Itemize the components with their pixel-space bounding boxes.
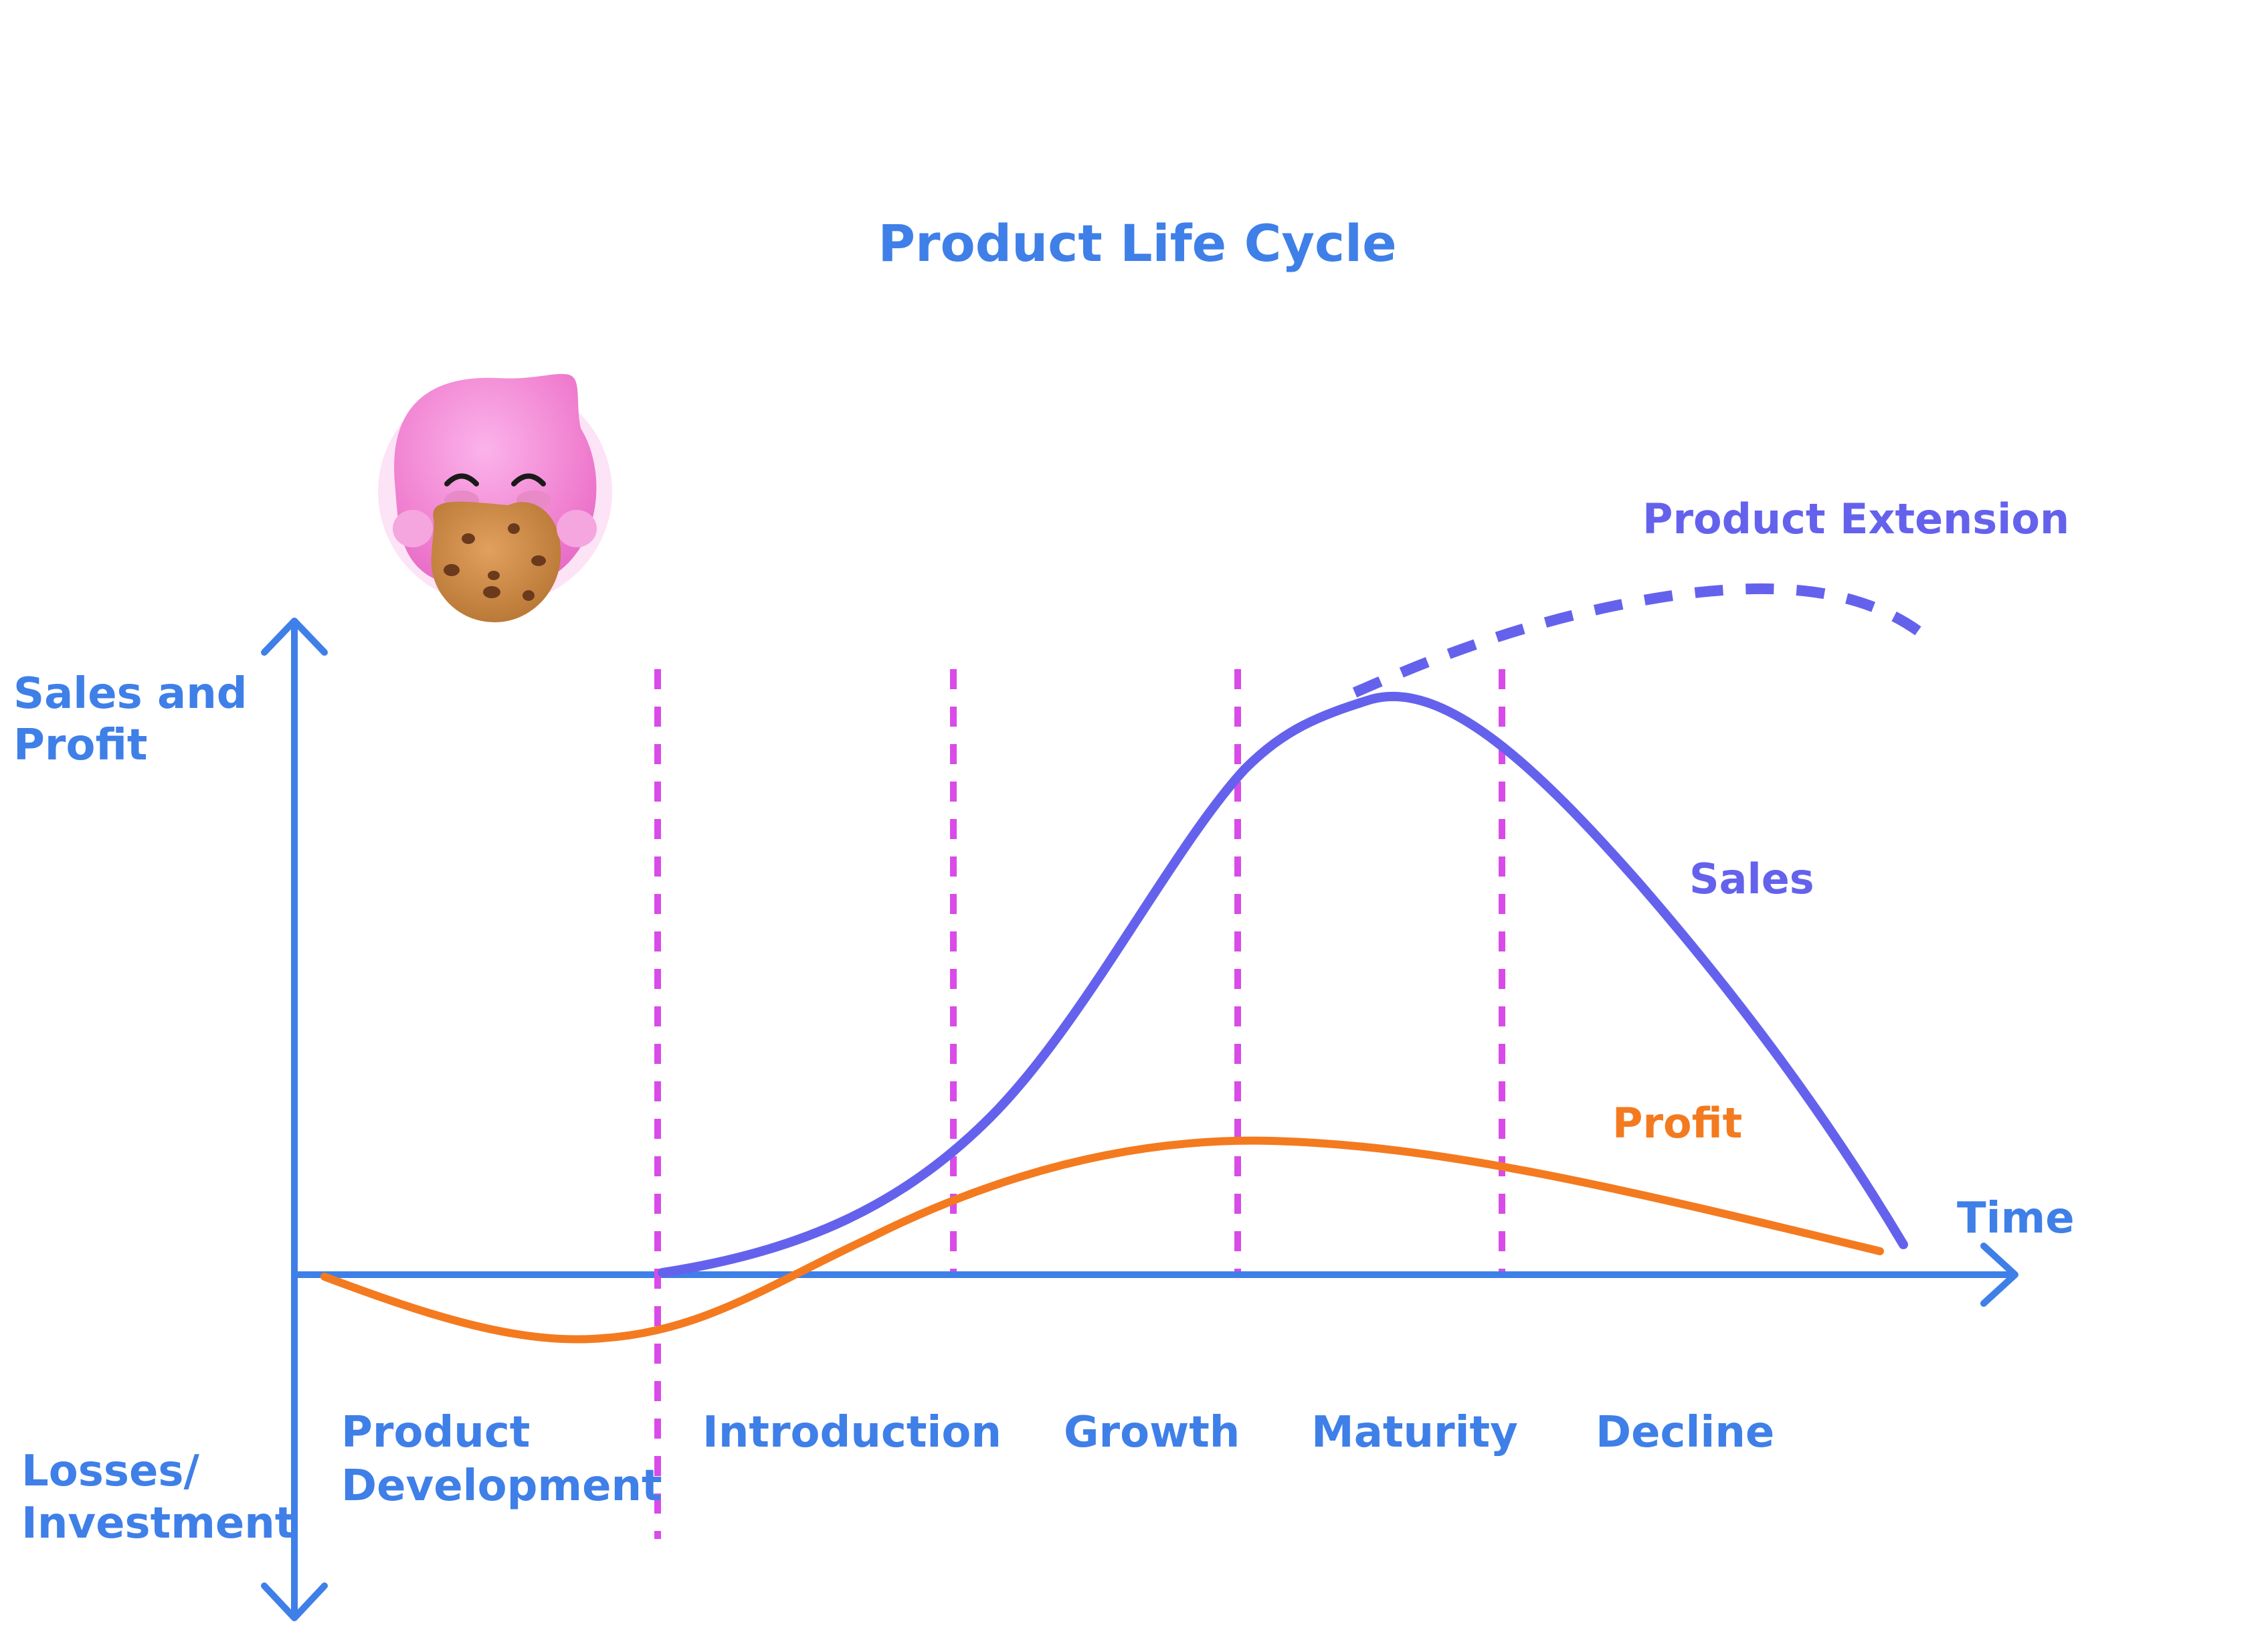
product-extension-label: Product Extension [1642,494,2069,543]
stage-label-line: Product [341,1408,530,1457]
stage-label-maturity: Maturity [1311,1408,1518,1457]
stage-label-introduction: Introduction [702,1408,1002,1457]
sales-curve [658,691,1908,1277]
y-axis-label-losses-investment: Losses/ Investment [21,1447,295,1548]
x-axis [294,1243,2018,1307]
stage-label-product-development: Product Development [341,1408,662,1511]
stage-label-line: Development [341,1461,662,1511]
stage-dividers [654,669,1505,1539]
y-axis-label-line: Sales and [13,669,248,719]
stage-label-decline: Decline [1596,1408,1774,1457]
y-axis-label-sales-profit: Sales and Profit [13,669,262,770]
y-axis-label-line: Losses/ [21,1447,199,1496]
sales-label: Sales [1689,854,1814,903]
x-axis-label-time: Time [1957,1194,2075,1243]
y-axis [261,618,328,1621]
profit-label: Profit [1612,1099,1742,1148]
stage-label-growth: Growth [1064,1408,1240,1457]
product-extension-curve [1352,583,1923,698]
profit-curve [320,1136,1884,1344]
y-axis-label-line: Profit [13,721,147,770]
diagram-title: Product Life Cycle [878,213,1396,273]
y-axis-label-line: Investment [21,1499,295,1548]
pink-blob-eating-cookie-icon [378,373,612,622]
